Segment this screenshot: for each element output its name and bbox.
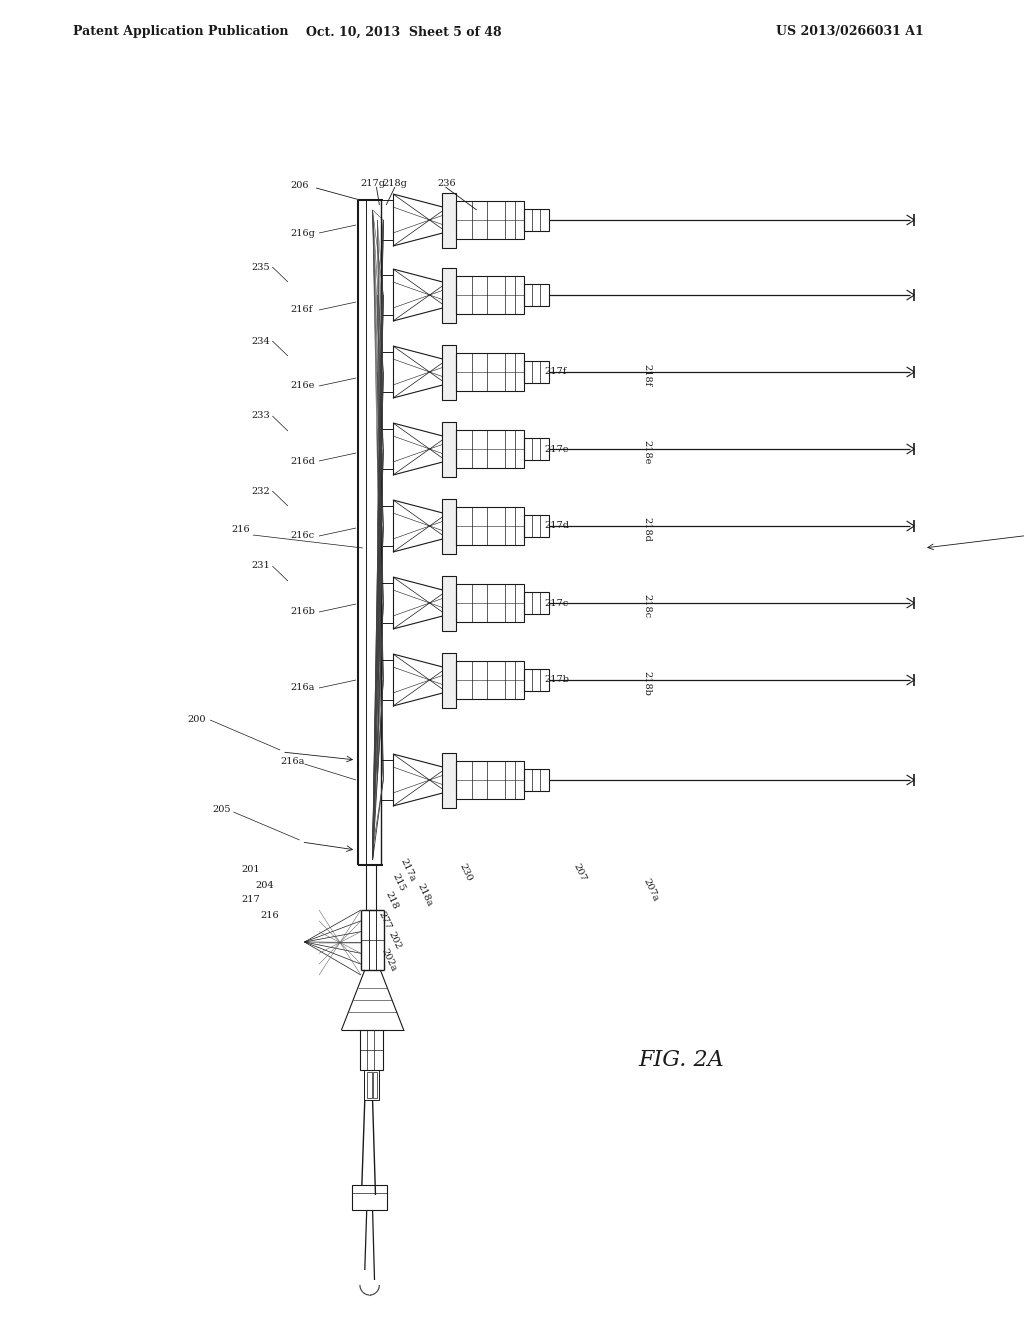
Bar bbox=[441, 193, 457, 248]
Text: 216a: 216a bbox=[290, 684, 314, 693]
Text: 218c: 218c bbox=[642, 594, 651, 618]
Text: 217b: 217b bbox=[545, 676, 569, 685]
Text: 233: 233 bbox=[251, 412, 269, 421]
Text: 216c: 216c bbox=[290, 532, 314, 540]
Text: 236: 236 bbox=[437, 178, 457, 187]
Text: 217: 217 bbox=[242, 895, 260, 904]
Bar bbox=[441, 422, 457, 477]
Bar bbox=[524, 360, 549, 383]
Text: 217d: 217d bbox=[545, 521, 569, 531]
Text: 216b: 216b bbox=[290, 607, 314, 616]
Text: 235: 235 bbox=[251, 263, 269, 272]
Text: 206: 206 bbox=[291, 181, 309, 190]
Bar bbox=[524, 515, 549, 537]
Bar bbox=[352, 1185, 387, 1210]
Bar bbox=[367, 1072, 372, 1098]
Text: 204: 204 bbox=[256, 880, 274, 890]
Text: 207: 207 bbox=[572, 862, 588, 882]
Text: 216g: 216g bbox=[290, 228, 314, 238]
Text: 217e: 217e bbox=[545, 445, 569, 454]
Bar bbox=[524, 209, 549, 231]
Bar bbox=[373, 1072, 378, 1098]
Bar bbox=[457, 201, 524, 239]
Bar bbox=[441, 653, 457, 708]
Text: 215: 215 bbox=[391, 871, 408, 892]
Text: 207a: 207a bbox=[642, 876, 660, 903]
Bar bbox=[524, 770, 549, 791]
Text: 218a: 218a bbox=[416, 882, 434, 908]
Text: 216a: 216a bbox=[281, 758, 304, 767]
Text: 218f: 218f bbox=[642, 364, 651, 387]
Text: 216d: 216d bbox=[290, 457, 314, 466]
Text: 217a: 217a bbox=[398, 857, 418, 883]
Text: Oct. 10, 2013  Sheet 5 of 48: Oct. 10, 2013 Sheet 5 of 48 bbox=[306, 25, 502, 38]
Text: 202a: 202a bbox=[379, 946, 398, 973]
Bar bbox=[524, 438, 549, 459]
Bar bbox=[457, 430, 524, 469]
Bar bbox=[359, 1030, 383, 1071]
Bar bbox=[441, 499, 457, 554]
Text: 232: 232 bbox=[251, 487, 269, 495]
Bar bbox=[441, 576, 457, 631]
Bar bbox=[457, 762, 524, 799]
Text: 217f: 217f bbox=[545, 367, 567, 376]
Text: Patent Application Publication: Patent Application Publication bbox=[73, 25, 289, 38]
Text: 216f: 216f bbox=[290, 305, 312, 314]
Text: 218g: 218g bbox=[382, 178, 408, 187]
Text: 218e: 218e bbox=[642, 440, 651, 465]
Bar bbox=[441, 752, 457, 808]
Text: 230: 230 bbox=[457, 862, 473, 882]
Bar bbox=[457, 583, 524, 622]
Text: 217c: 217c bbox=[545, 598, 569, 607]
Bar bbox=[441, 268, 457, 323]
Bar bbox=[457, 352, 524, 391]
Text: 218: 218 bbox=[383, 890, 399, 911]
Bar bbox=[457, 276, 524, 314]
Text: 216: 216 bbox=[261, 911, 280, 920]
Text: 218b: 218b bbox=[642, 671, 651, 696]
Bar bbox=[524, 591, 549, 614]
Text: 277: 277 bbox=[377, 909, 392, 931]
Text: FIG. 2A: FIG. 2A bbox=[638, 1049, 724, 1071]
Text: 202: 202 bbox=[386, 929, 402, 950]
Text: US 2013/0266031 A1: US 2013/0266031 A1 bbox=[776, 25, 924, 38]
Bar bbox=[364, 1071, 379, 1100]
Bar bbox=[457, 661, 524, 700]
Bar bbox=[457, 507, 524, 545]
Text: 200: 200 bbox=[187, 715, 206, 725]
Text: 201: 201 bbox=[242, 866, 260, 874]
Text: 216: 216 bbox=[231, 525, 250, 535]
Bar bbox=[524, 669, 549, 690]
Text: 234: 234 bbox=[251, 337, 269, 346]
Text: 218d: 218d bbox=[642, 516, 651, 541]
Bar bbox=[441, 345, 457, 400]
Text: 231: 231 bbox=[251, 561, 269, 570]
Text: 216e: 216e bbox=[290, 381, 314, 391]
Text: 217g: 217g bbox=[359, 178, 385, 187]
Text: 205: 205 bbox=[212, 805, 230, 814]
Bar bbox=[524, 284, 549, 306]
